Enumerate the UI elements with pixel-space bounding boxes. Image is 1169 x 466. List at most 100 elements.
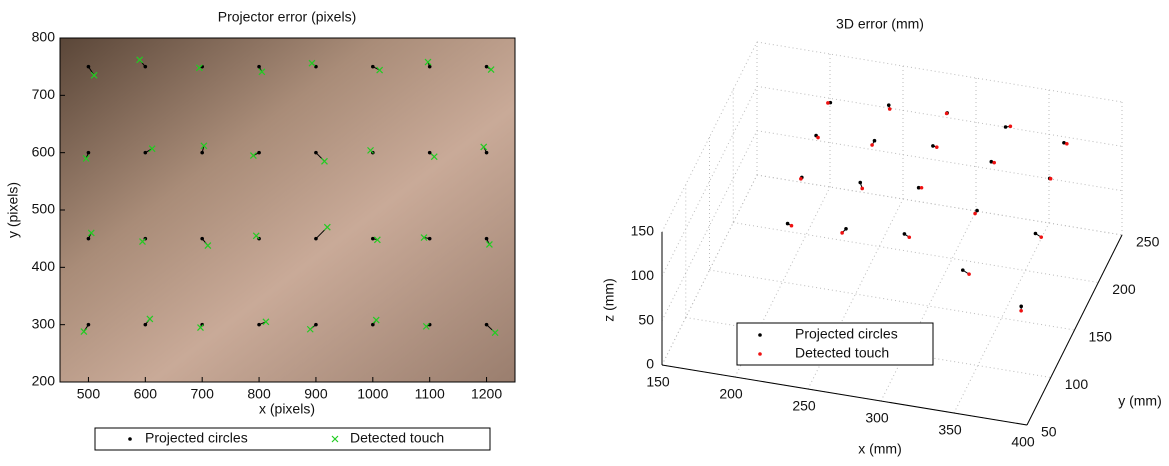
x-tick-label: 500 [77, 386, 101, 402]
point [961, 268, 965, 272]
y-tick-label: 400 [32, 258, 56, 274]
y-tick-label: 200 [1112, 281, 1136, 297]
x-tick-label: 300 [865, 410, 889, 426]
grid-line [757, 175, 1122, 235]
point [87, 237, 91, 241]
point [887, 103, 891, 107]
point [485, 323, 489, 327]
y-axis-label: y (mm) [1118, 393, 1162, 409]
point [860, 187, 864, 191]
point [428, 151, 432, 155]
grid-line [757, 86, 1122, 146]
point [945, 112, 949, 116]
chart-title: Projector error (pixels) [218, 9, 356, 25]
point [257, 151, 261, 155]
x-tick-label: 200 [719, 386, 743, 402]
point [973, 212, 977, 216]
z-tick-label: 100 [631, 267, 655, 283]
grid-line [757, 131, 1122, 191]
point [903, 232, 907, 236]
point [485, 151, 489, 155]
legend-label: Projected circles [145, 430, 248, 446]
point [826, 101, 830, 105]
z-tick-label: 50 [638, 311, 654, 327]
y-tick-label: 300 [32, 315, 56, 331]
x-tick-label: 400 [1011, 434, 1035, 450]
legend-label: Detected touch [350, 430, 444, 446]
x-tick-label: 350 [938, 422, 962, 438]
point [371, 323, 375, 327]
grid-line [662, 131, 757, 321]
legend-label: Projected circles [795, 326, 898, 342]
point [371, 237, 375, 241]
point [314, 323, 318, 327]
point [907, 235, 911, 239]
point [920, 186, 924, 190]
z-tick-label: 0 [646, 356, 654, 372]
point [144, 151, 148, 155]
x-axis [662, 365, 1027, 425]
point [428, 237, 432, 241]
point [1049, 177, 1053, 181]
y-tick-label: 600 [32, 143, 56, 159]
x-tick-label: 900 [304, 386, 328, 402]
point [790, 224, 794, 228]
point [1019, 305, 1023, 309]
grid-line [710, 270, 1075, 330]
y-tick-label: 150 [1089, 329, 1113, 345]
point [87, 65, 91, 69]
z-axis-label: z (mm) [601, 278, 617, 322]
y-tick-label: 800 [32, 29, 56, 45]
point [931, 144, 935, 148]
point [87, 323, 91, 327]
x-tick-label: 1000 [357, 386, 388, 402]
legend-label: Detected touch [795, 345, 889, 361]
x-tick-label: 700 [191, 386, 215, 402]
grid-line [757, 42, 1122, 102]
point [314, 151, 318, 155]
y-tick-label: 500 [32, 201, 56, 217]
point [257, 65, 261, 69]
point [967, 272, 971, 276]
legend-marker [128, 437, 132, 441]
grid-line [662, 86, 757, 276]
point [935, 145, 939, 149]
point [844, 227, 848, 231]
point [1009, 125, 1013, 129]
x-axis-label: x (pixels) [259, 401, 315, 417]
point [873, 139, 877, 143]
point [314, 237, 318, 241]
point [257, 323, 261, 327]
point [144, 323, 148, 327]
x-tick-label: 1200 [471, 386, 502, 402]
y-axis-label: y (pixels) [5, 182, 21, 238]
y-tick-label: 50 [1041, 424, 1057, 440]
point [840, 231, 844, 235]
point [992, 161, 996, 165]
z-tick-label: 150 [631, 223, 655, 239]
grid-line [881, 211, 976, 401]
point [816, 136, 820, 140]
point [1019, 309, 1023, 313]
point [200, 151, 204, 155]
legend-marker [758, 333, 762, 337]
y-tick-label: 250 [1136, 234, 1160, 250]
point [200, 237, 204, 241]
point [799, 177, 803, 181]
point [1065, 142, 1069, 146]
x-axis-label: x (mm) [858, 441, 902, 457]
y-tick-label: 700 [32, 86, 56, 102]
point [485, 65, 489, 69]
y-tick-label: 200 [32, 373, 56, 389]
x-tick-label: 1100 [415, 386, 445, 402]
point [1004, 125, 1008, 129]
point [428, 65, 432, 69]
point [870, 143, 874, 147]
point [144, 65, 148, 69]
point [975, 209, 979, 213]
point [1034, 232, 1038, 236]
point [371, 65, 375, 69]
background-photo [60, 38, 515, 382]
